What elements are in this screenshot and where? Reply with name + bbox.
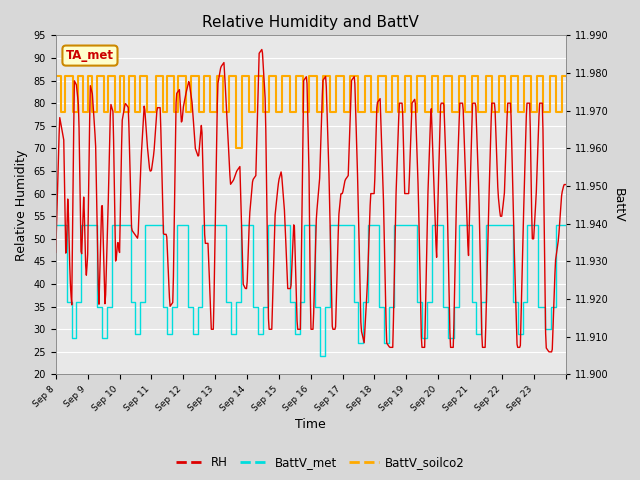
Title: Relative Humidity and BattV: Relative Humidity and BattV <box>202 15 419 30</box>
Text: TA_met: TA_met <box>66 49 114 62</box>
Legend: RH, BattV_met, BattV_soilco2: RH, BattV_met, BattV_soilco2 <box>171 452 469 474</box>
Y-axis label: Relative Humidity: Relative Humidity <box>15 149 28 261</box>
X-axis label: Time: Time <box>295 419 326 432</box>
Y-axis label: BattV: BattV <box>612 188 625 222</box>
